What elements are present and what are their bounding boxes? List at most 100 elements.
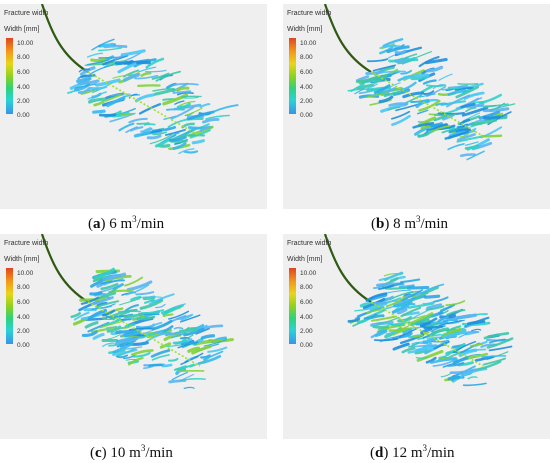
colorbar-tick: 10.00 xyxy=(300,270,317,277)
fracture-stroke xyxy=(183,386,195,390)
colorbar-tick: 4.00 xyxy=(17,314,30,321)
fracture-stroke xyxy=(202,118,220,124)
fracture-stroke xyxy=(483,331,510,340)
fracture-stroke xyxy=(195,327,210,335)
fracture-stroke xyxy=(470,328,482,332)
fracture-stroke xyxy=(418,55,440,68)
fracture-stroke xyxy=(403,53,418,60)
panel-a-image: Fracture width Width [mm] 10.00 8.00 6.0… xyxy=(0,4,267,209)
fracture-stroke xyxy=(454,87,474,91)
fracture-stroke xyxy=(482,357,507,366)
fracture-stroke xyxy=(383,45,401,48)
fracture-stroke xyxy=(125,284,150,296)
colorbar-tick: 6.00 xyxy=(17,69,30,76)
panel-title: Fracture width xyxy=(4,10,49,17)
caption-c: (c) 10 m3/min xyxy=(90,443,173,461)
fracture-stroke xyxy=(395,56,409,63)
fracture-stroke xyxy=(438,356,457,360)
fracture-stroke xyxy=(116,354,129,359)
fracture-stroke xyxy=(488,345,513,352)
wellbore-lateral xyxy=(370,301,484,367)
fracture-stroke xyxy=(167,357,179,362)
caption-letter: a xyxy=(93,216,101,232)
caption-rate: 6 xyxy=(109,216,117,232)
fracture-stroke xyxy=(170,332,187,339)
fracture-stroke xyxy=(354,306,381,312)
fracture-stroke xyxy=(114,337,139,346)
fracture-stroke xyxy=(126,280,153,292)
fracture-stroke xyxy=(426,123,448,132)
fracture-stroke xyxy=(162,304,184,316)
fracture-stroke xyxy=(441,87,462,91)
fracture-stroke xyxy=(415,356,429,359)
fracture-stroke xyxy=(372,325,390,329)
fracture-cluster xyxy=(347,38,516,161)
colorbar-tick: 2.00 xyxy=(300,98,313,105)
fracture-stroke xyxy=(80,74,96,78)
fracture-stroke xyxy=(445,300,466,306)
fracture-stroke xyxy=(100,282,119,291)
wellbore-lateral xyxy=(370,71,484,137)
fracture-stroke xyxy=(138,103,162,115)
fracture-stroke xyxy=(480,134,503,138)
caption-letter: b xyxy=(376,216,385,232)
fracture-stroke xyxy=(155,70,181,82)
fracture-stroke xyxy=(96,301,108,307)
fracture-stroke xyxy=(452,355,470,365)
colorbar-tick: 10.00 xyxy=(17,40,34,47)
fracture-stroke xyxy=(400,306,422,318)
fracture-stroke xyxy=(99,320,123,329)
fracture-stroke xyxy=(200,354,211,359)
fracture-stroke xyxy=(392,298,409,306)
fracture-stroke xyxy=(366,308,382,314)
fracture-stroke xyxy=(161,363,173,368)
fracture-stroke xyxy=(200,334,216,340)
fracture-stroke xyxy=(164,128,186,136)
fracture-cluster xyxy=(347,271,514,387)
fracture-stroke xyxy=(176,86,190,92)
fracture-stroke xyxy=(390,110,411,120)
fracture-stroke xyxy=(461,321,491,326)
colorbar-tick: 8.00 xyxy=(300,284,313,291)
fracture-stroke xyxy=(93,100,105,107)
fracture-stroke xyxy=(422,337,438,344)
fracture-stroke xyxy=(174,339,188,345)
fracture-stroke xyxy=(106,96,126,108)
fracture-stroke xyxy=(386,45,410,54)
fracture-stroke xyxy=(183,150,199,154)
fracture-stroke xyxy=(160,306,176,315)
fracture-stroke xyxy=(151,354,170,361)
fracture-stroke xyxy=(462,382,487,387)
fracture-stroke xyxy=(136,122,150,125)
fracture-network-a xyxy=(40,4,239,155)
fracture-stroke xyxy=(467,353,481,357)
fracture-stroke xyxy=(87,91,107,100)
colorbar-tick: 0.00 xyxy=(300,342,313,349)
caption-unit: m3/min xyxy=(404,214,449,232)
fracture-stroke xyxy=(447,375,461,381)
fracture-stroke xyxy=(172,90,192,94)
fracture-stroke xyxy=(154,137,172,148)
fracture-stroke xyxy=(424,57,448,65)
fracture-stroke xyxy=(449,368,477,375)
fracture-stroke xyxy=(408,342,420,348)
fracture-stroke xyxy=(478,110,501,120)
fracture-stroke xyxy=(445,94,471,108)
fracture-stroke xyxy=(403,73,430,80)
fracture-stroke xyxy=(396,308,408,315)
fracture-stroke xyxy=(438,73,453,81)
fracture-stroke xyxy=(417,333,442,341)
fracture-stroke xyxy=(388,327,408,332)
fracture-stroke xyxy=(185,327,197,331)
panel-title: Fracture width xyxy=(287,240,332,247)
fracture-stroke xyxy=(119,298,140,306)
colorbar-tick: 2.00 xyxy=(17,98,30,105)
fracture-stroke xyxy=(95,78,121,87)
fracture-stroke xyxy=(123,330,142,337)
lateral-stroke xyxy=(87,301,201,367)
fracture-stroke xyxy=(447,143,465,151)
fracture-stroke xyxy=(420,327,433,335)
fracture-stroke xyxy=(397,316,413,323)
fracture-stroke xyxy=(143,123,156,126)
fracture-stroke xyxy=(79,66,96,76)
